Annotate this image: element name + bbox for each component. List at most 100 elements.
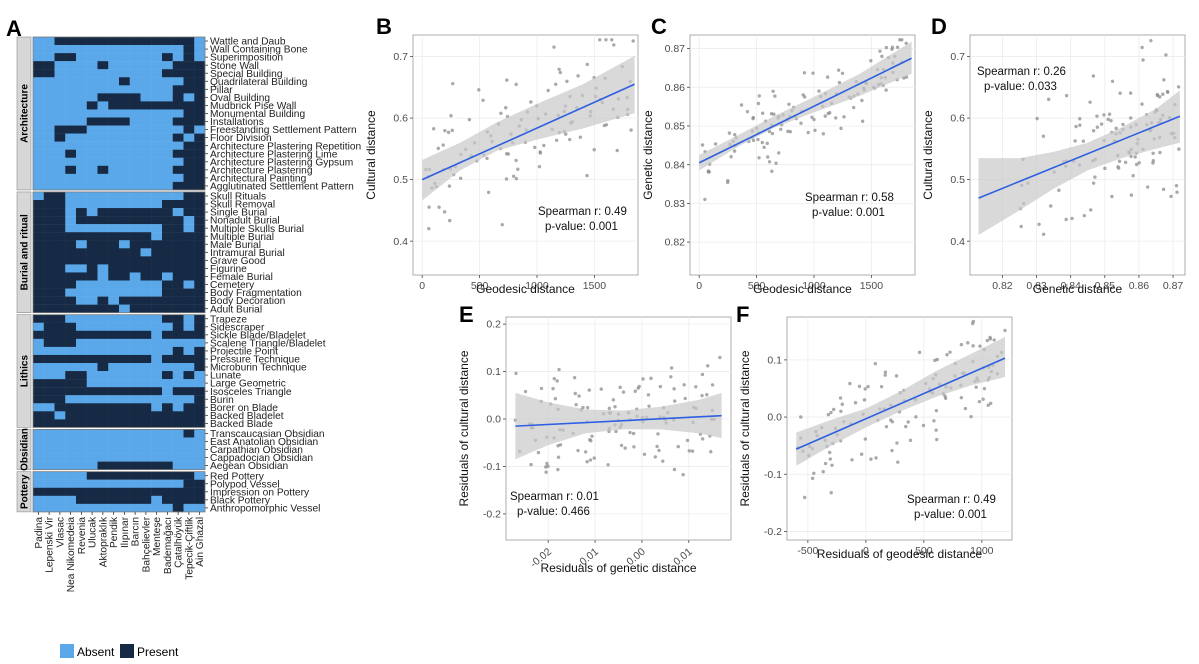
heatmap-cell bbox=[97, 403, 109, 412]
heatmap-cell bbox=[162, 479, 173, 488]
scatter-point bbox=[1057, 188, 1061, 192]
site-label: Tepecik-Çiftlik bbox=[184, 516, 195, 580]
heatmap-cell bbox=[33, 314, 44, 323]
heatmap-cell bbox=[129, 264, 141, 273]
heatmap-cell bbox=[183, 141, 195, 150]
heatmap-cell bbox=[172, 125, 184, 134]
heatmap-cell bbox=[194, 296, 206, 305]
heatmap-cell bbox=[54, 224, 66, 233]
scatter-point bbox=[966, 341, 970, 345]
heatmap-cell bbox=[151, 461, 163, 470]
heatmap-cell bbox=[129, 461, 141, 470]
heatmap-cell bbox=[76, 61, 87, 70]
x-tick-label: 0 bbox=[419, 280, 425, 292]
scatter-point bbox=[917, 350, 922, 355]
row-label: Wall Containing Bone bbox=[210, 45, 308, 56]
heatmap-cell bbox=[183, 322, 195, 331]
scatter-point bbox=[628, 430, 632, 435]
heatmap-cell bbox=[86, 346, 98, 356]
heatmap-cell bbox=[194, 487, 206, 496]
heatmap-cell bbox=[183, 437, 195, 446]
heatmap-cell bbox=[140, 479, 152, 488]
heatmap-cell bbox=[65, 272, 77, 281]
heatmap-cell bbox=[140, 109, 152, 118]
y-tick-label: 0.6 bbox=[393, 113, 408, 125]
scatter-point bbox=[1129, 116, 1133, 120]
scatter-point bbox=[773, 94, 777, 98]
heatmap-cell bbox=[162, 77, 173, 86]
heatmap-cell bbox=[54, 272, 66, 281]
scatter-point bbox=[632, 445, 636, 449]
heatmap-cell bbox=[65, 224, 77, 233]
scatter-point bbox=[1165, 89, 1170, 94]
heatmap-cell bbox=[172, 93, 184, 102]
heatmap-cell bbox=[183, 429, 195, 438]
row-label: Grave Good bbox=[210, 256, 266, 267]
x-tick-label: 0.83 bbox=[1026, 280, 1047, 292]
heatmap-cell bbox=[172, 173, 184, 183]
scatter-point bbox=[842, 115, 846, 119]
heatmap-cell bbox=[119, 354, 130, 364]
scatter-point bbox=[1157, 95, 1162, 99]
y-tick-label: 0.5 bbox=[950, 174, 965, 186]
heatmap-cell bbox=[162, 429, 173, 438]
heatmap-cell bbox=[162, 437, 173, 446]
heatmap-cell bbox=[108, 232, 120, 241]
heatmap-cell bbox=[97, 181, 109, 191]
heatmap-cell bbox=[43, 77, 55, 86]
heatmap-cell bbox=[97, 479, 109, 488]
x-tick-label: 0.86 bbox=[1129, 280, 1150, 292]
heatmap-cell bbox=[108, 240, 120, 249]
scatter-point bbox=[878, 49, 882, 53]
heatmap-cell bbox=[172, 322, 184, 331]
heatmap-cell bbox=[65, 93, 77, 102]
heatmap-cell bbox=[194, 288, 206, 297]
row-label: Special Building bbox=[210, 69, 283, 80]
heatmap-cell bbox=[33, 487, 44, 496]
heatmap-cell bbox=[108, 437, 120, 446]
heatmap-cell bbox=[172, 411, 184, 420]
scatter-point bbox=[533, 145, 537, 150]
heatmap-cell bbox=[119, 208, 130, 217]
heatmap-cell bbox=[151, 264, 163, 273]
heatmap-cell bbox=[162, 403, 173, 412]
heatmap-cell bbox=[65, 200, 77, 209]
heatmap-cell bbox=[162, 157, 173, 166]
heatmap-cell bbox=[76, 288, 87, 297]
heatmap-cell bbox=[140, 338, 152, 348]
heatmap-cell bbox=[140, 181, 152, 191]
heatmap-cell bbox=[43, 322, 55, 331]
heatmap-cell bbox=[151, 232, 163, 241]
row-label: Backed Blade bbox=[210, 419, 273, 430]
scatter-point bbox=[661, 459, 665, 463]
heatmap-cell bbox=[151, 403, 163, 412]
scatter-point bbox=[894, 374, 899, 378]
scatter-point bbox=[556, 455, 561, 459]
heatmap-cell bbox=[119, 232, 130, 241]
heatmap-cell bbox=[140, 429, 152, 438]
heatmap-cell bbox=[108, 181, 120, 191]
heatmap-cell bbox=[76, 141, 87, 150]
x-tick-label: 0.82 bbox=[992, 280, 1013, 292]
group-strip bbox=[16, 191, 32, 313]
heatmap-cell bbox=[194, 479, 206, 488]
legend-label-absent: Absent bbox=[77, 645, 115, 659]
scatter-point bbox=[581, 405, 585, 410]
heatmap-cell bbox=[33, 495, 44, 505]
heatmap-cell bbox=[162, 37, 173, 46]
heatmap-cell bbox=[119, 133, 130, 142]
heatmap-cell bbox=[65, 314, 77, 323]
row-label: Skull Rituals bbox=[210, 192, 266, 203]
heatmap-cell bbox=[183, 487, 195, 496]
heatmap-cell bbox=[97, 471, 109, 480]
heatmap-cell bbox=[43, 117, 55, 126]
heatmap-cell bbox=[194, 232, 206, 241]
x-tick-label: 0.85 bbox=[1095, 280, 1116, 292]
heatmap-cell bbox=[108, 379, 120, 388]
heatmap-cell bbox=[86, 429, 98, 438]
legend-swatch-present bbox=[120, 644, 134, 658]
heatmap-cell bbox=[43, 387, 55, 396]
heatmap-cell bbox=[172, 461, 184, 470]
heatmap-cell bbox=[97, 314, 109, 323]
scatter-point bbox=[760, 140, 764, 145]
